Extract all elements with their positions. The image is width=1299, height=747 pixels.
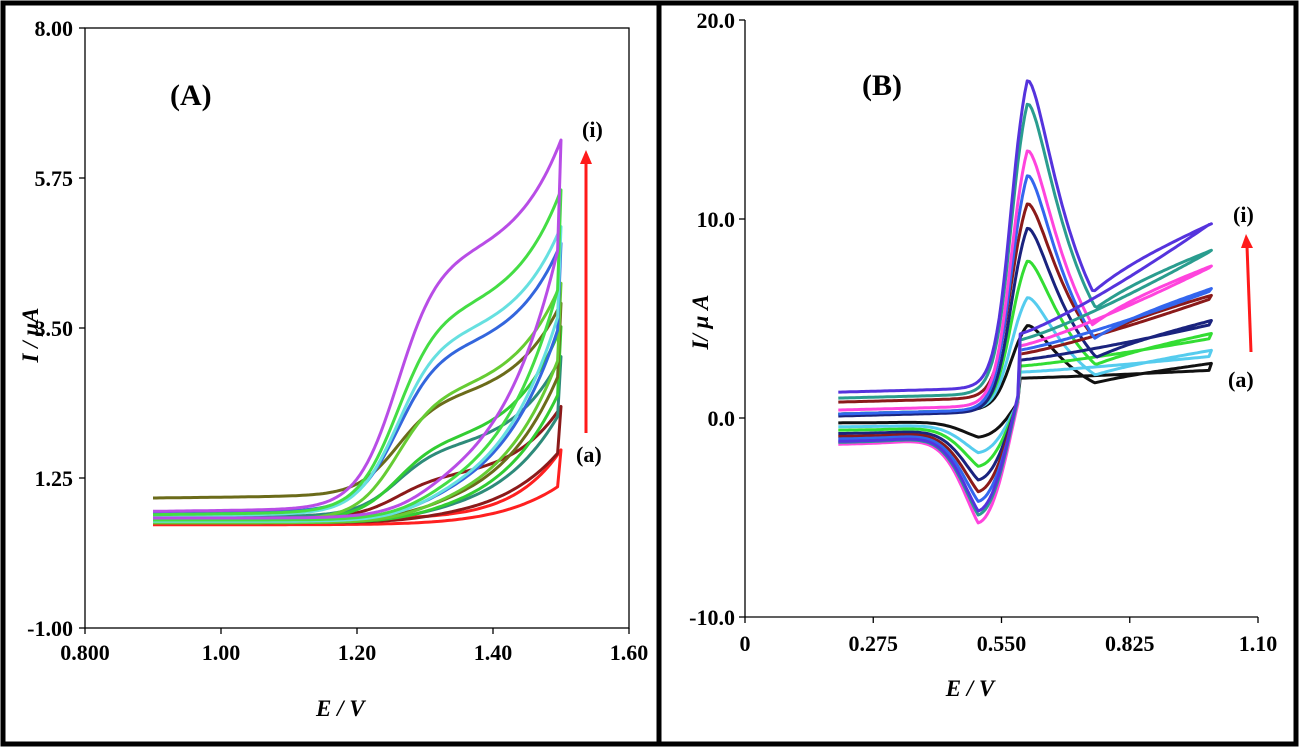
y-tick-label-b: 10.0 (697, 207, 736, 232)
x-axis-title-b: E / V (945, 676, 996, 701)
series-label-bottom-b: (a) (1228, 367, 1254, 392)
x-tick-label-a: 1.20 (338, 640, 377, 665)
panel-b: 0 0.275 0.550 0.825 1.10 -10.0 0.0 10.0 20.0 (B… (688, 8, 1277, 701)
y-tick-label-b: -10.0 (689, 605, 735, 630)
voltammogram-b-5 (838, 202, 1213, 494)
voltammogram-b-7 (838, 149, 1213, 525)
series-label-top-b: (i) (1233, 202, 1254, 227)
x-tick-label-a: 1.00 (202, 640, 241, 665)
increase-arrow-b (1245, 245, 1253, 353)
x-tick-label-b: 0.825 (1105, 631, 1155, 656)
voltammogram-b-6 (838, 174, 1213, 503)
voltammogram-a-10 (153, 138, 563, 520)
y-tick-label-b: 0.0 (708, 406, 736, 431)
voltammogram-a-9 (152, 188, 563, 522)
x-tick-label-b: 0.275 (849, 631, 899, 656)
series-label-bottom-a: (a) (576, 442, 602, 467)
y-tick-label-a: 5.75 (35, 166, 74, 191)
x-axis-title-a: E / V (315, 696, 366, 721)
y-tick-label-b: 20.0 (697, 8, 736, 33)
increase-arrowhead-b (1241, 234, 1253, 248)
voltammogram-b-4 (838, 226, 1213, 482)
x-tick-label-b: 1.10 (1239, 631, 1278, 656)
voltammogram-b-1 (838, 324, 1213, 439)
y-tick-label-a: 3.50 (35, 316, 74, 341)
y-tick-label-a: 1.25 (35, 466, 74, 491)
x-tick-label-a: 1.40 (474, 640, 513, 665)
series-label-top-a: (i) (582, 117, 603, 142)
panel-label-b: (B) (862, 69, 902, 102)
x-tick-label-a: 1.60 (610, 640, 649, 665)
x-tick-label-a: 0.800 (60, 640, 110, 665)
x-tick-label-b: 0.550 (977, 631, 1027, 656)
y-tick-label-a: -1.00 (27, 616, 73, 641)
increase-arrowhead-a (580, 150, 592, 164)
y-tick-label-a: 8.00 (35, 16, 74, 41)
y-axis-title-b: I/ μ A (688, 295, 713, 351)
panel-label-a: (A) (170, 79, 212, 112)
panel-a: 0.800 1.00 1.20 1.40 1.60 -1.00 1.25 3.50 5.75 8… (18, 16, 648, 721)
voltammogram-b-9 (838, 79, 1213, 513)
x-tick-label-b: 0 (740, 631, 751, 656)
y-axis-title-a: I / μA (18, 308, 43, 364)
